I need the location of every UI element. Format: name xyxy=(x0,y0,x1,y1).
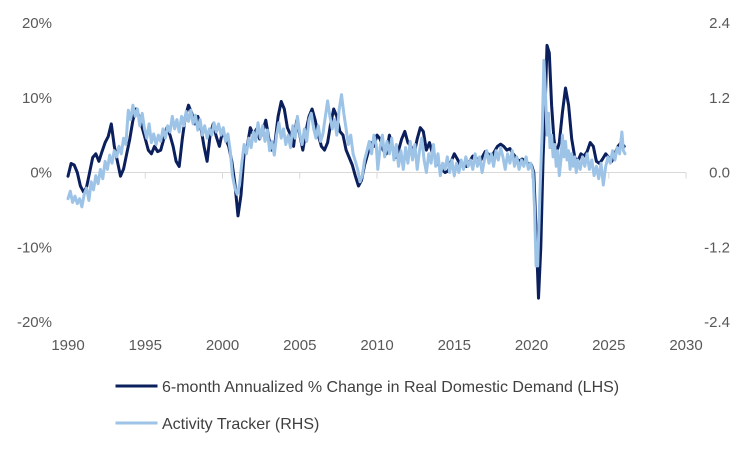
y-left-tick-label: -10% xyxy=(17,239,52,256)
series-lines xyxy=(66,43,627,300)
axes xyxy=(67,172,687,179)
x-tick-label: 1995 xyxy=(129,337,162,354)
x-tick-label: 2015 xyxy=(438,337,471,354)
y-right-tick-label: 2.4 xyxy=(709,15,730,32)
legend-label-activity-tracker: Activity Tracker (RHS) xyxy=(162,416,319,433)
x-tick-label: 2020 xyxy=(515,337,548,354)
y-right-tick-label: 1.2 xyxy=(709,90,730,107)
y-left-tick-label: -20% xyxy=(17,314,52,331)
x-tick-label: 2010 xyxy=(360,337,393,354)
x-tick-label: 2000 xyxy=(206,337,239,354)
legend: 6-month Annualized % Change in Real Dome… xyxy=(115,379,619,433)
y-axis-left-ticks: 20% 10% 0% -10% -20% xyxy=(17,15,52,331)
legend-item-domestic-demand: 6-month Annualized % Change in Real Dome… xyxy=(115,379,619,396)
y-left-tick-label: 10% xyxy=(22,90,52,107)
y-right-tick-label: -2.4 xyxy=(704,314,730,331)
y-left-tick-label: 0% xyxy=(30,165,52,182)
x-tick-label: 2005 xyxy=(283,337,316,354)
y-left-tick-label: 20% xyxy=(22,15,52,32)
x-tick-label: 2030 xyxy=(669,337,702,354)
y-axis-right-ticks: 2.4 1.2 0.0 -1.2 -2.4 xyxy=(704,15,730,331)
y-right-tick-label: 0.0 xyxy=(709,165,730,182)
x-tick-label: 1990 xyxy=(51,337,84,354)
legend-item-activity-tracker: Activity Tracker (RHS) xyxy=(115,416,319,433)
x-tick-label: 2025 xyxy=(592,337,625,354)
legend-label-domestic-demand: 6-month Annualized % Change in Real Dome… xyxy=(162,379,619,396)
x-axis-ticks: 1990 1995 2000 2005 2010 2015 2020 2025 2030 xyxy=(51,337,702,354)
series-line-activity-tracker xyxy=(66,58,627,268)
y-right-tick-label: -1.2 xyxy=(704,239,730,256)
